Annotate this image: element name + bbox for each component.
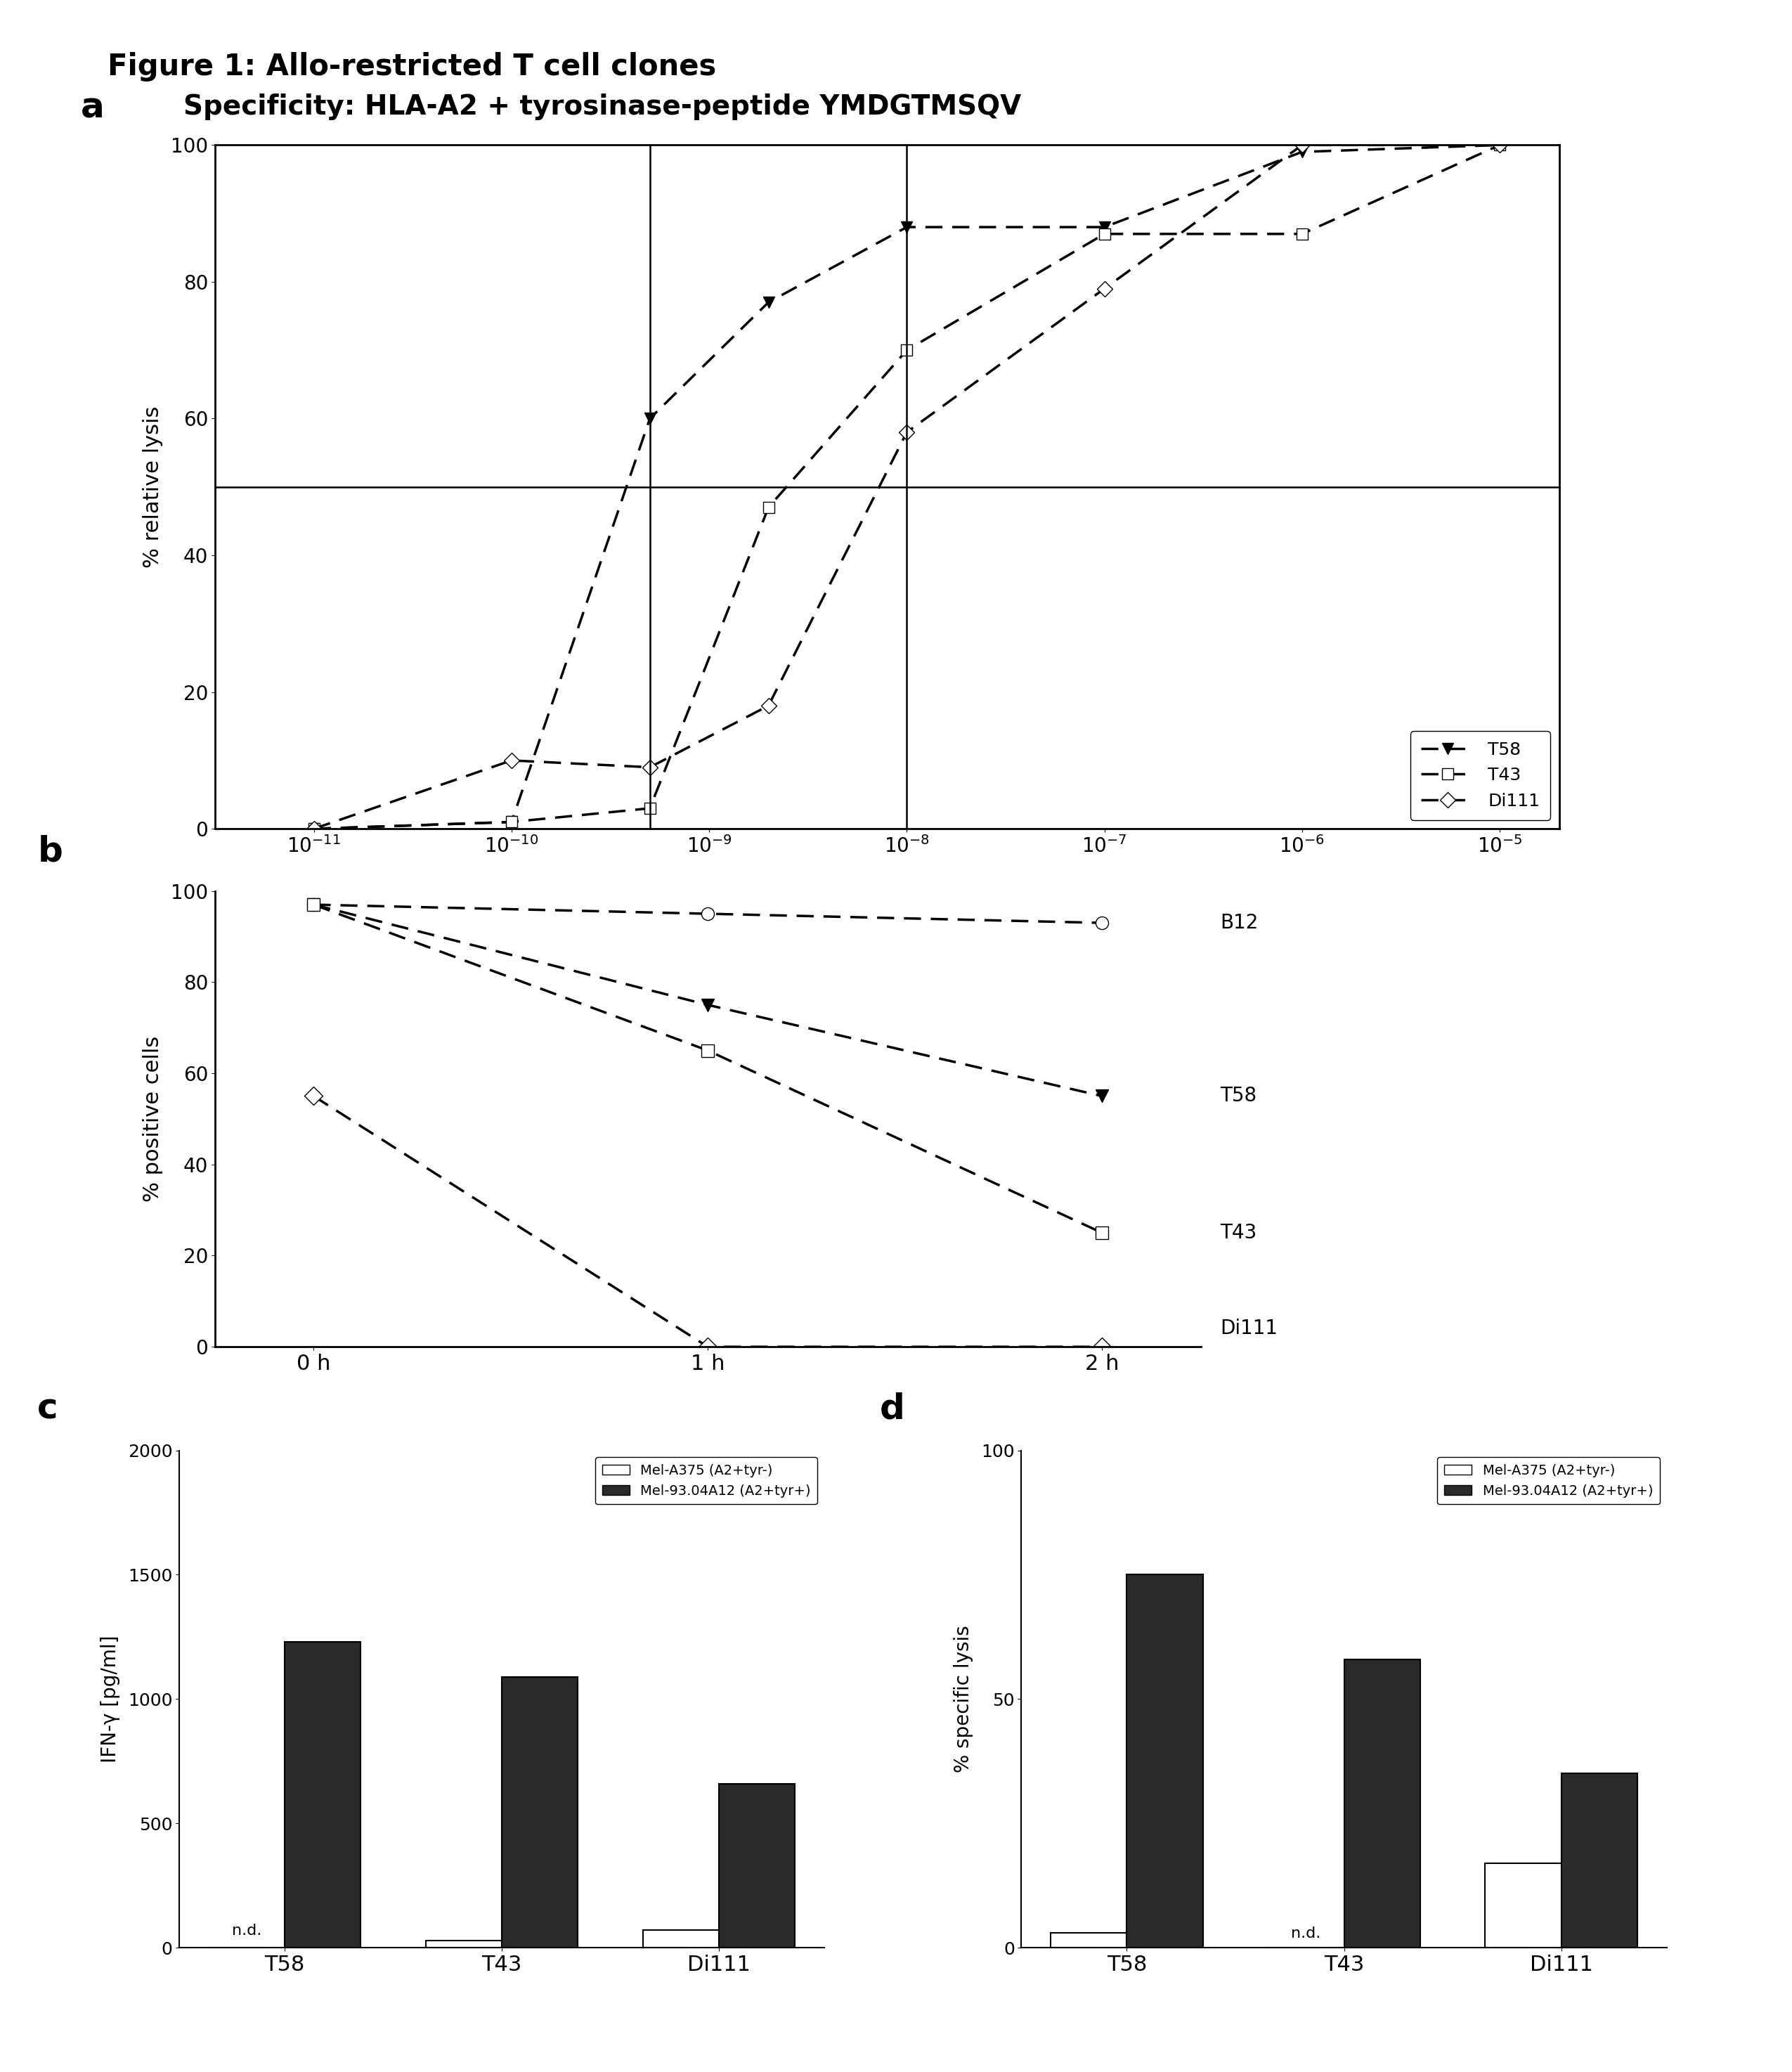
Di111: [1489, 133, 1511, 157]
Bar: [502, 1676, 577, 1948]
Di111: [758, 694, 780, 719]
Line: Di111: Di111: [308, 139, 1505, 835]
Bar: [285, 1641, 360, 1948]
T58: [1489, 133, 1511, 157]
T58: [500, 810, 521, 835]
Bar: [1344, 1660, 1419, 1948]
Line: T43: T43: [308, 139, 1505, 835]
Di111: [1093, 276, 1115, 300]
Text: b: b: [38, 835, 63, 868]
T58: [1093, 215, 1115, 240]
Di111: [896, 421, 918, 445]
Di111: [1292, 133, 1314, 157]
T43: [1292, 222, 1314, 247]
Bar: [1561, 1774, 1638, 1948]
T58: [758, 290, 780, 315]
Di111: [640, 754, 661, 779]
Di111: [500, 748, 521, 773]
T43: [640, 796, 661, 821]
Legend: T58, T43, Di111: T58, T43, Di111: [1410, 731, 1550, 821]
T58: [303, 816, 324, 841]
T43: [758, 495, 780, 520]
Line: T58: T58: [308, 139, 1505, 835]
Legend: Mel-A375 (A2+tyr-), Mel-93.04A12 (A2+tyr+): Mel-A375 (A2+tyr-), Mel-93.04A12 (A2+tyr…: [595, 1457, 817, 1504]
Text: B12: B12: [1220, 914, 1258, 932]
Text: n.d.: n.d.: [231, 1923, 262, 1937]
Bar: [1127, 1575, 1202, 1948]
Text: T58: T58: [1220, 1086, 1256, 1106]
T43: [896, 338, 918, 363]
Bar: [426, 1939, 502, 1948]
Text: n.d.: n.d.: [1292, 1927, 1321, 1939]
Di111: [303, 816, 324, 841]
Text: d: d: [880, 1392, 905, 1426]
T58: [1292, 139, 1314, 164]
T43: [500, 810, 521, 835]
Text: a: a: [81, 91, 104, 124]
Legend: Mel-A375 (A2+tyr-), Mel-93.04A12 (A2+tyr+): Mel-A375 (A2+tyr-), Mel-93.04A12 (A2+tyr…: [1437, 1457, 1659, 1504]
T58: [640, 406, 661, 431]
T43: [1093, 222, 1115, 247]
Text: Figure 1: Allo-restricted T cell clones: Figure 1: Allo-restricted T cell clones: [108, 52, 717, 81]
Y-axis label: % positive cells: % positive cells: [143, 1036, 163, 1202]
Bar: [1486, 1863, 1561, 1948]
Text: Di111: Di111: [1220, 1318, 1278, 1339]
T43: [303, 816, 324, 841]
Bar: [643, 1931, 719, 1948]
Y-axis label: IFN-γ [pg/ml]: IFN-γ [pg/ml]: [100, 1635, 120, 1763]
Y-axis label: % relative lysis: % relative lysis: [143, 406, 163, 568]
Bar: [719, 1784, 796, 1948]
T58: [896, 215, 918, 240]
Text: c: c: [38, 1392, 57, 1426]
Y-axis label: % specific lysis: % specific lysis: [953, 1624, 973, 1774]
Text: T43: T43: [1220, 1222, 1256, 1243]
Bar: [1050, 1933, 1127, 1948]
T43: [1489, 133, 1511, 157]
Text: Specificity: HLA-A2 + tyrosinase-peptide YMDGTMSQV: Specificity: HLA-A2 + tyrosinase-peptide…: [108, 93, 1021, 120]
